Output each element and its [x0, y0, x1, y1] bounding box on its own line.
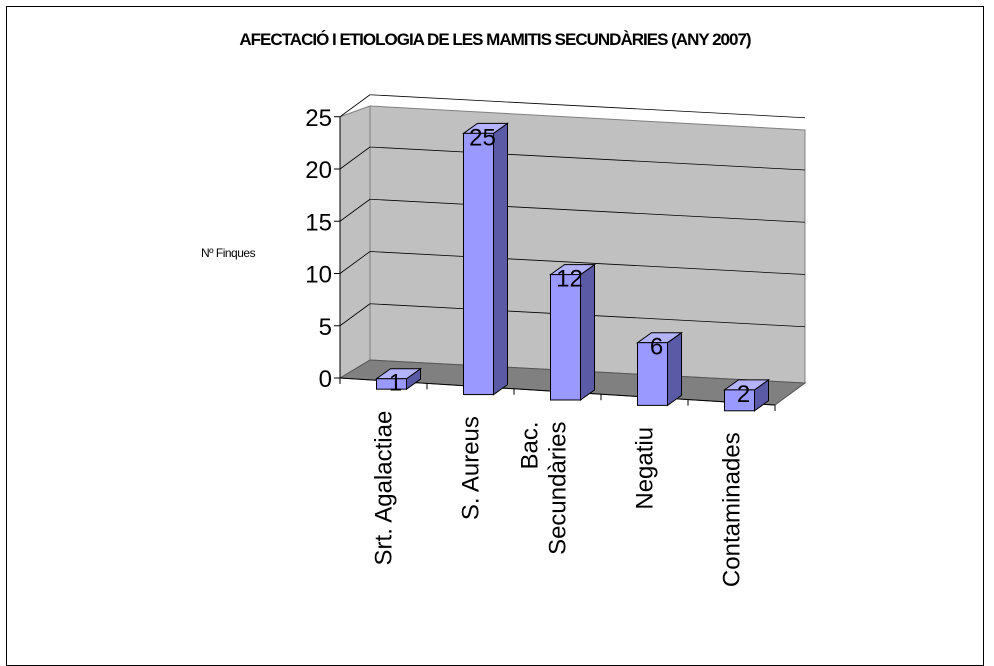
chart-title: AFECTACIÓ I ETIOLOGIA DE LES MAMITIS SEC…: [239, 30, 751, 49]
data-label: 6: [650, 334, 663, 361]
bar: [463, 132, 494, 396]
y-tick-label: 5: [319, 314, 332, 341]
bar: [376, 378, 407, 390]
bar: [724, 389, 755, 412]
gridline-side: [339, 94, 371, 118]
data-label: 1: [389, 370, 402, 397]
bar-chart-3d: 0 5 10 15 20 25 1 Srt. Agalactiae 25 S. Aureus 12 B…: [305, 94, 807, 587]
y-tick-label: 20: [305, 157, 332, 184]
gridline-side: [339, 303, 371, 327]
gridline-side: [339, 146, 371, 170]
gridline-side: [339, 251, 371, 274]
x-tick-label: Negatiu: [632, 427, 659, 510]
gridline: [369, 94, 806, 119]
bar-side: [493, 122, 508, 396]
y-tick-label: 0: [319, 366, 332, 393]
y-axis-label: Nº Finques: [201, 246, 256, 260]
y-tick-label: 10: [305, 262, 332, 289]
data-label: 2: [737, 381, 750, 408]
x-tick-label: Srt. Agalactiae: [371, 411, 398, 566]
y-tick-label: 25: [305, 105, 332, 132]
gridline: [369, 198, 806, 223]
bar: [550, 274, 581, 401]
gridline: [369, 146, 806, 171]
x-tick-label: S. Aureus: [458, 416, 485, 520]
bar-side: [667, 331, 682, 407]
side-wall: [339, 105, 371, 379]
gridline-side: [339, 198, 371, 222]
y-tick-label: 15: [305, 209, 332, 236]
data-label: 25: [469, 124, 496, 151]
data-label: 12: [556, 266, 583, 293]
x-tick-label: Contaminades: [719, 432, 746, 587]
gridline: [369, 251, 806, 275]
bar: [637, 342, 668, 406]
x-tick-label: Bac.Secundàries: [517, 422, 572, 555]
